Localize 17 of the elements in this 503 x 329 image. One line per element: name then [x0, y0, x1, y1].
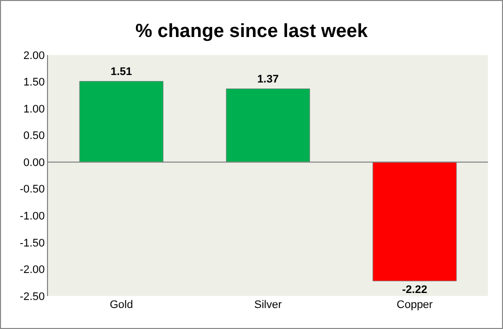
y-tick-label: 1.00 [23, 103, 45, 116]
y-tick-label: 2.00 [23, 50, 45, 62]
data-label: 1.51 [110, 66, 132, 78]
y-tick-label: 1.50 [23, 76, 45, 89]
y-tick-label: -0.50 [20, 184, 45, 196]
y-tick-label: -2.00 [20, 264, 45, 276]
data-label: -2.22 [402, 284, 428, 296]
x-tick-label: Silver [254, 299, 282, 311]
y-tick-label: -2.50 [20, 290, 45, 303]
x-tick-label: Gold [110, 299, 133, 311]
y-tick-label: -1.50 [20, 237, 45, 250]
data-label: 1.37 [257, 74, 279, 86]
y-tick-label: -1.00 [20, 210, 45, 223]
x-tick-label: Copper [396, 299, 434, 311]
y-tick-label: 0.50 [23, 130, 45, 142]
chart-title: % change since last week [135, 21, 368, 42]
y-tick-label: 0.00 [23, 156, 45, 169]
